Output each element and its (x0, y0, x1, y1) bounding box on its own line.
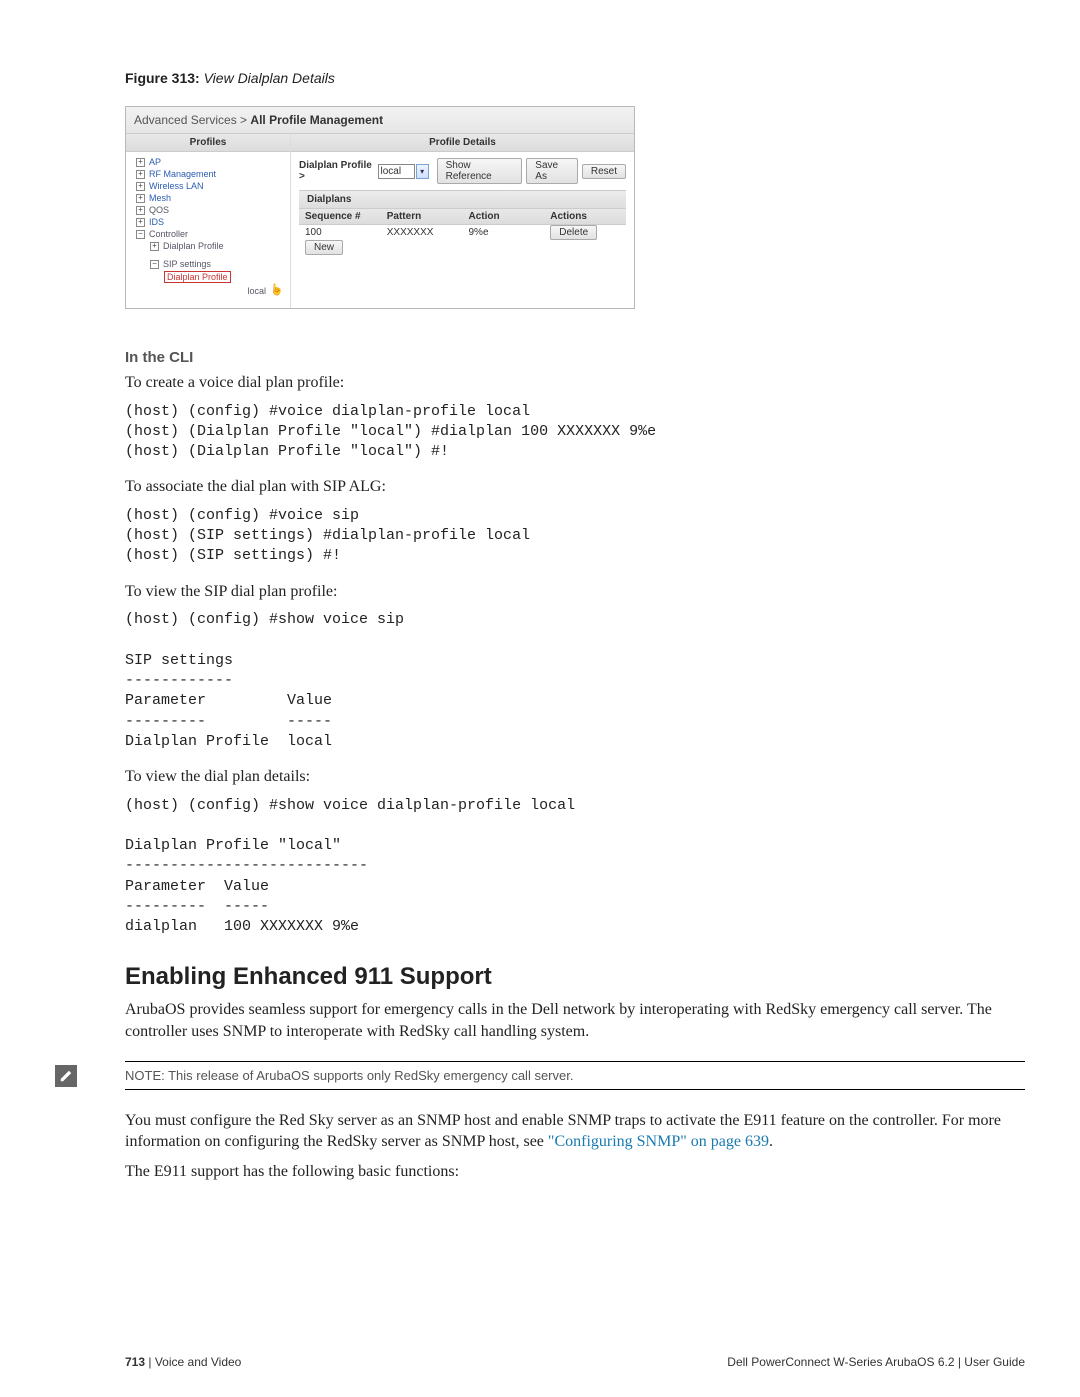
tree-item-wlan[interactable]: + Wireless LAN (130, 180, 286, 192)
expand-icon[interactable]: + (136, 218, 145, 227)
tree-label: Wireless LAN (149, 181, 204, 191)
tree-item-sip-settings[interactable]: −SIP settings (130, 258, 286, 270)
tree-item-local[interactable]: local (130, 284, 286, 298)
footer-separator: | (145, 1355, 155, 1369)
paragraph: To view the SIP dial plan profile: (125, 581, 1025, 603)
note-block: NOTE: This release of ArubaOS supports o… (125, 1061, 1025, 1090)
col-pattern: Pattern (381, 209, 463, 224)
note-text: NOTE: This release of ArubaOS supports o… (125, 1062, 1025, 1089)
expand-icon[interactable]: + (136, 158, 145, 167)
footer-right: Dell PowerConnect W-Series ArubaOS 6.2 |… (727, 1355, 1025, 1369)
expand-icon[interactable]: + (136, 206, 145, 215)
tree-item-dialplan-profile[interactable]: + Dialplan Profile (130, 240, 286, 252)
profiles-header: Profiles (126, 134, 290, 152)
cell-action: 9%e (463, 225, 545, 240)
table-header-row: Sequence # Pattern Action Actions (299, 209, 626, 225)
breadcrumb: Advanced Services > All Profile Manageme… (126, 107, 634, 134)
col-actions: Actions (544, 209, 626, 224)
tree-item-qos[interactable]: + QOS (130, 204, 286, 216)
profile-dropdown-button[interactable]: ▾ (416, 164, 429, 179)
dialplans-table: Sequence # Pattern Action Actions 100 XX… (291, 209, 634, 255)
figure-label: Figure 313: (125, 70, 200, 86)
table-row-new: New (299, 240, 626, 255)
paragraph: To view the dial plan details: (125, 766, 1025, 788)
note-icon (55, 1065, 77, 1087)
tree-label: RF Management (149, 169, 216, 179)
expand-icon[interactable]: + (136, 170, 145, 179)
tree-label: Mesh (149, 193, 171, 203)
cell-pattern: XXXXXXX (381, 225, 463, 240)
footer-left: 713 | Voice and Video (125, 1355, 241, 1369)
figure-title: View Dialplan Details (204, 70, 335, 86)
profile-toolbar: Dialplan Profile > local ▾ Show Referenc… (291, 152, 634, 190)
link-configuring-snmp[interactable]: "Configuring SNMP" on page 639 (548, 1133, 769, 1150)
section-heading: Enabling Enhanced 911 Support (125, 963, 1025, 991)
code-block: (host) (config) #show voice dialplan-pro… (125, 796, 1025, 938)
reset-button[interactable]: Reset (582, 164, 626, 179)
tree-label: Dialplan Profile (163, 241, 224, 251)
tree-item-controller[interactable]: −Controller (130, 228, 286, 240)
tree-item-dialplan-profile-selected[interactable]: Dialplan Profile (130, 270, 286, 284)
paragraph: To create a voice dial plan profile: (125, 372, 1025, 394)
dialplan-screenshot: Advanced Services > All Profile Manageme… (125, 106, 635, 309)
code-block: (host) (config) #voice sip (host) (SIP s… (125, 506, 1025, 567)
col-action: Action (463, 209, 545, 224)
code-block: (host) (config) #voice dialplan-profile … (125, 402, 1025, 463)
paragraph: ArubaOS provides seamless support for em… (125, 999, 1025, 1042)
page-number: 713 (125, 1355, 145, 1369)
collapse-icon[interactable]: − (150, 260, 159, 269)
breadcrumb-prefix: Advanced Services > (134, 113, 250, 127)
profile-details-header: Profile Details (291, 134, 634, 152)
profiles-panel: Profiles + AP + RF Management + Wireless LA… (126, 134, 291, 308)
paragraph-text: . (769, 1133, 773, 1150)
tree-label: AP (149, 157, 161, 167)
paragraph: The E911 support has the following basic… (125, 1161, 1025, 1183)
page-footer: 713 | Voice and Video Dell PowerConnect … (125, 1355, 1025, 1369)
tree-label-local: local (247, 286, 266, 296)
figure-caption: Figure 313: View Dialplan Details (125, 70, 1025, 86)
tree-item-rf[interactable]: + RF Management (130, 168, 286, 180)
tree-item-ap[interactable]: + AP (130, 156, 286, 168)
cursor-icon (270, 285, 280, 297)
profile-label: Dialplan Profile > (299, 160, 374, 182)
profile-details-panel: Profile Details Dialplan Profile > local… (291, 134, 634, 308)
expand-icon[interactable]: + (136, 194, 145, 203)
tree-label: IDS (149, 217, 164, 227)
profile-name-input[interactable]: local (378, 164, 415, 179)
tree-label: Controller (149, 229, 188, 239)
col-sequence: Sequence # (299, 209, 381, 224)
selected-profile-box: Dialplan Profile (164, 271, 231, 283)
show-reference-button[interactable]: Show Reference (437, 158, 523, 184)
expand-icon[interactable]: + (136, 182, 145, 191)
delete-button[interactable]: Delete (550, 225, 597, 240)
cell-sequence: 100 (299, 225, 381, 240)
code-block: (host) (config) #show voice sip SIP sett… (125, 610, 1025, 752)
cell-actions: Delete (544, 225, 626, 240)
new-button[interactable]: New (305, 240, 343, 255)
footer-section: Voice and Video (155, 1355, 242, 1369)
tree-label: QOS (149, 205, 169, 215)
cell-new: New (299, 240, 381, 255)
profiles-tree: + AP + RF Management + Wireless LAN + Mesh +… (126, 152, 290, 308)
dialplans-subheader: Dialplans (299, 190, 626, 209)
tree-label: SIP settings (163, 259, 211, 269)
breadcrumb-current: All Profile Management (250, 113, 383, 127)
tree-item-mesh[interactable]: + Mesh (130, 192, 286, 204)
collapse-icon[interactable]: − (136, 230, 145, 239)
expand-icon[interactable]: + (150, 242, 159, 251)
paragraph: To associate the dial plan with SIP ALG: (125, 476, 1025, 498)
paragraph: You must configure the Red Sky server as… (125, 1110, 1025, 1153)
save-as-button[interactable]: Save As (526, 158, 578, 184)
tree-item-ids[interactable]: + IDS (130, 216, 286, 228)
table-row: 100 XXXXXXX 9%e Delete (299, 225, 626, 240)
cli-heading: In the CLI (125, 349, 1025, 366)
